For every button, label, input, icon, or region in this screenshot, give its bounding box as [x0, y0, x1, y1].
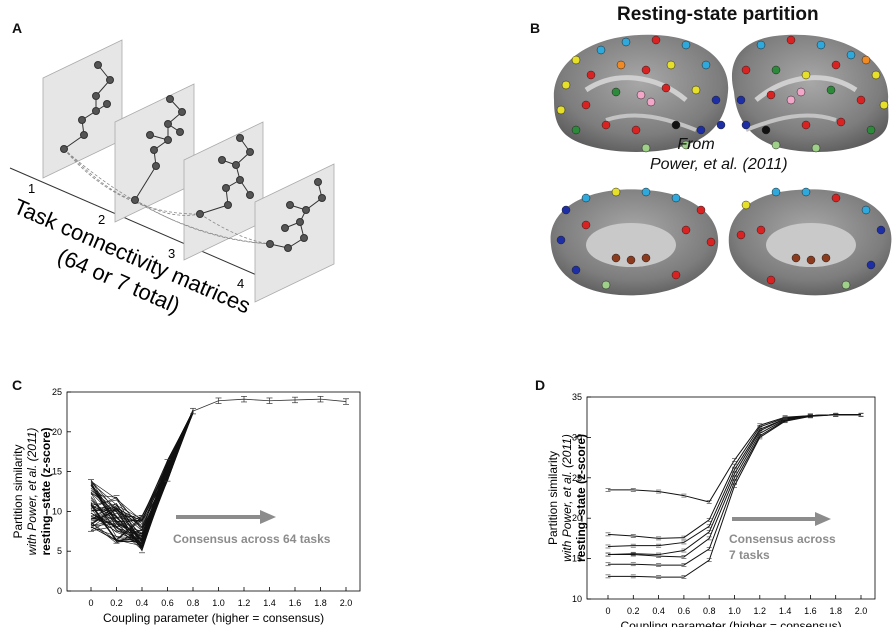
task-trace-line [608, 414, 861, 566]
x-tick-label: 1.4 [263, 598, 276, 608]
y-axis-label: Partition similaritywith Power, et al. (… [11, 427, 53, 555]
consensus-arrow-head [815, 512, 831, 526]
x-axis-label: Coupling parameter (higher = consensus) [103, 611, 324, 625]
task-trace-line [90, 411, 194, 545]
chart-d: 0 0.2 0.4 0.6 0.8 1.0 1.2 1.4 1.6 1.8 2.0 10 15 20 25 3… [546, 392, 876, 627]
x-tick-label: 1.4 [779, 606, 792, 616]
panel-b-note-line1: From [677, 136, 715, 153]
x-axis-label: Coupling parameter (higher = consensus) [620, 619, 841, 627]
task-trace-line [90, 413, 194, 523]
brain-left-medial [550, 189, 719, 296]
x-tick-label: 1.8 [314, 598, 327, 608]
y-tick-label: 5 [57, 546, 62, 556]
consensus-annotation-line1: Consensus across [729, 532, 836, 546]
network-graph-3 [196, 134, 254, 218]
brain-right-lateral [731, 34, 889, 152]
x-tick-label: 1.8 [829, 606, 842, 616]
y-tick-label: 30 [572, 432, 582, 442]
task-number-1: 1 [28, 181, 35, 196]
panel-a-illustration: 1 2 3 4 Task connectivity matrices (64 o… [9, 39, 335, 318]
plot-frame [66, 391, 361, 592]
task-trace-line [90, 413, 194, 544]
y-tick-label: 0 [57, 586, 62, 596]
task-matrix-plane-4 [254, 163, 335, 303]
x-tick-label: 1.2 [238, 598, 251, 608]
x-tick-label: 0.2 [627, 606, 640, 616]
y-tick-label: 10 [572, 594, 582, 604]
panel-letter-a: A [12, 20, 23, 36]
task-matrix-plane-1 [42, 39, 123, 179]
task-traces [90, 409, 194, 552]
y-tick-label: 20 [572, 513, 582, 523]
x-tick-label: 1.0 [728, 606, 741, 616]
y-tick-label: 10 [52, 506, 62, 516]
task-trace-line [608, 414, 861, 578]
x-tick-label: 0 [605, 606, 610, 616]
task-trace-line [90, 411, 194, 542]
x-tick-label: 0.6 [161, 598, 174, 608]
consensus-annotation: Consensus across 64 tasks [173, 532, 331, 546]
x-tick-label: 1.2 [754, 606, 767, 616]
panel-letter-b: B [530, 20, 541, 36]
x-tick-label: 1.0 [212, 598, 225, 608]
y-tick-label: 25 [52, 387, 62, 397]
x-tick-label: 0 [88, 598, 93, 608]
y-axis-label-line3: resting–state (z-score) [574, 434, 588, 562]
network-node-markers [556, 35, 889, 290]
task-trace-line [90, 412, 194, 531]
x-tick-label: 0.6 [678, 606, 691, 616]
task-trace-line [90, 410, 194, 539]
task-trace-line [90, 411, 194, 522]
panel-letter-d: D [535, 377, 546, 393]
task-trace-line [90, 412, 194, 534]
x-tick-label: 0.4 [652, 606, 665, 616]
y-axis-label-line1: Partition similarity [11, 444, 25, 538]
task-number-2: 2 [98, 212, 105, 227]
network-graph-1 [60, 61, 114, 153]
y-tick-label: 15 [52, 467, 62, 477]
network-graph-2 [131, 95, 186, 204]
x-tick-label: 2.0 [855, 606, 868, 616]
y-axis-label-line1: Partition similarity [546, 451, 560, 545]
y-axis-label-line3: resting–state (z-score) [39, 427, 53, 555]
x-tick-label: 1.6 [289, 598, 302, 608]
panel-b-brain-surfaces [550, 34, 892, 296]
panel-letter-c: C [12, 377, 23, 393]
task-trace-line [90, 410, 194, 528]
plot-frame [586, 396, 876, 600]
x-tick-label: 0.4 [136, 598, 149, 608]
brain-right-medial [728, 189, 892, 296]
interlayer-links [63, 148, 271, 245]
y-axis-label-line2: with Power, et al. (2011) [560, 434, 574, 562]
x-tick-label: 0.8 [703, 606, 716, 616]
consensus-arrow-head [260, 510, 276, 524]
y-tick-label: 15 [572, 554, 582, 564]
chart-c: 0 0.2 0.4 0.6 0.8 1.0 1.2 1.4 1.6 1.8 2.0 0 5 10 15 20 2… [11, 387, 361, 625]
x-tick-label: 0.2 [110, 598, 123, 608]
panel-b-note-line2: Power, et al. (2011) [650, 156, 788, 173]
task-trace-line [90, 410, 194, 518]
task-number-3: 3 [168, 246, 175, 261]
y-tick-label: 20 [52, 427, 62, 437]
task-trace-line [90, 412, 194, 538]
x-tick-label: 1.6 [804, 606, 817, 616]
x-tick-label: 2.0 [340, 598, 353, 608]
network-graph-4 [266, 178, 326, 252]
y-tick-label: 25 [572, 473, 582, 483]
y-axis-label: Partition similaritywith Power, et al. (… [546, 434, 588, 562]
x-tick-label: 0.8 [187, 598, 200, 608]
panel-b-title: Resting-state partition [617, 4, 819, 25]
task-number-4: 4 [237, 276, 244, 291]
y-axis-label-line2: with Power, et al. (2011) [25, 428, 39, 556]
consensus-annotation-line2: 7 tasks [729, 548, 770, 562]
y-tick-label: 35 [572, 392, 582, 402]
